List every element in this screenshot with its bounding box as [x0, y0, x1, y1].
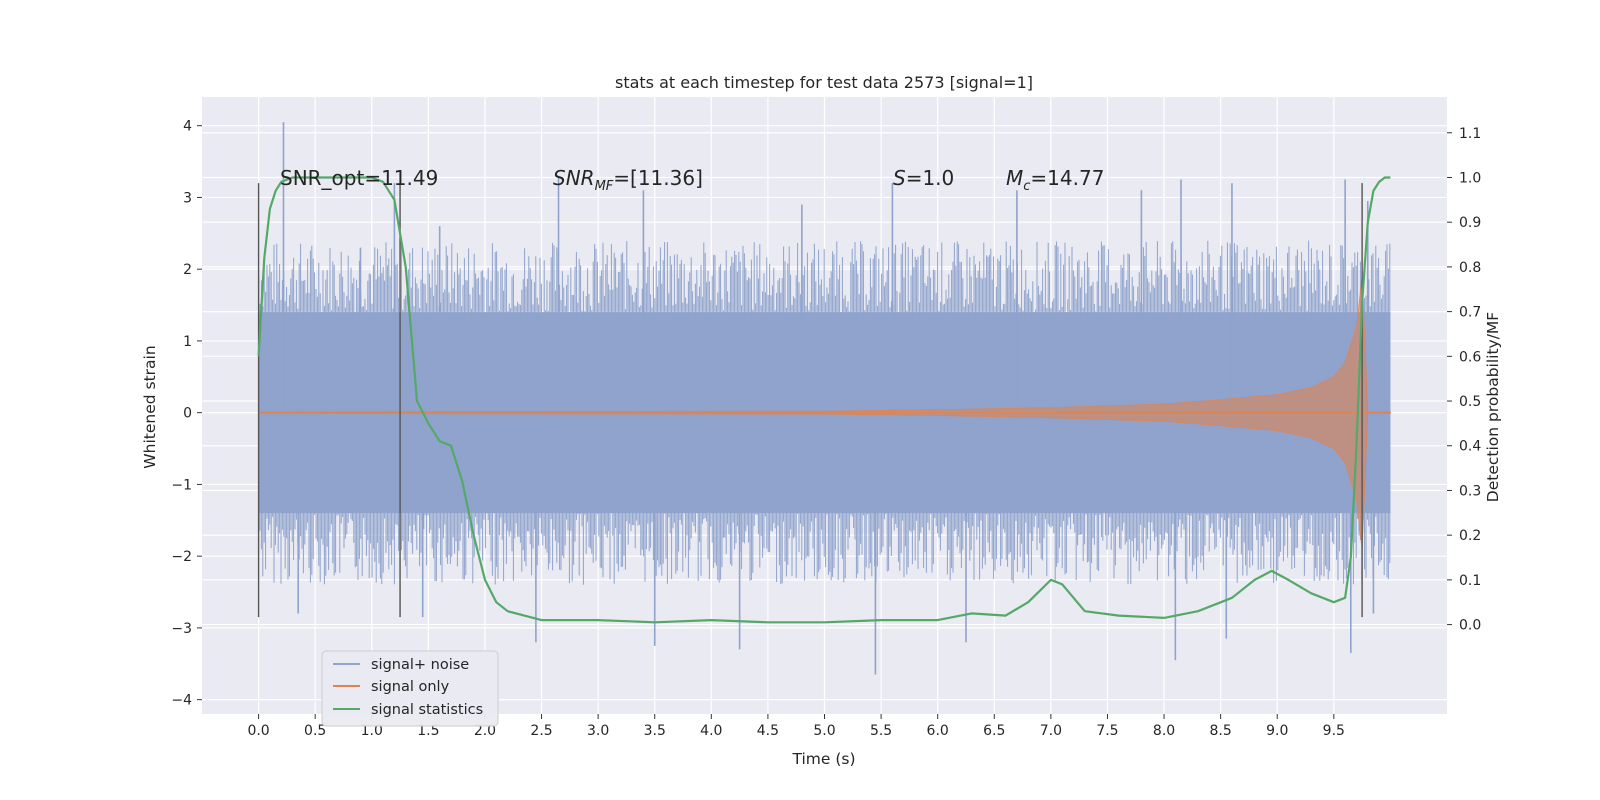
y-right-tick-label-3: 0.3: [1459, 483, 1481, 499]
statistics-line: [257, 176, 1391, 624]
x-tick-label-14: 7.0: [1040, 723, 1062, 739]
vertical-markers: [257, 183, 1363, 618]
snr-mf-base: SNR: [553, 166, 595, 190]
statistics-series: [257, 176, 1391, 624]
x-tick-label-3: 1.5: [417, 723, 439, 739]
axis-ticks: 0.0 0.5 1.0 1.5 2.0 2.5 3.0 3.5 4.0 4.5 5.0 5.5 6.0 6…: [171, 119, 1481, 739]
y-right-tick-label-9: 0.9: [1459, 215, 1481, 231]
y-right-tick-label-7: 0.7: [1459, 305, 1481, 321]
y-right-tick-label-5: 0.5: [1459, 394, 1481, 410]
y-right-tick-label-11: 1.1: [1459, 126, 1481, 142]
x-tick-label-1: 0.5: [304, 723, 326, 739]
y-right-tick-label-1: 0.1: [1459, 573, 1481, 589]
x-axis-label: Time (s): [791, 750, 855, 768]
y-tick-label-3: −1: [171, 477, 192, 493]
legend-entry-stat: signal statistics: [371, 702, 483, 718]
x-tick-label-5: 2.5: [530, 723, 552, 739]
chart-title: stats at each timestep for test data 257…: [615, 73, 1033, 92]
y-tick-label-5: 1: [183, 334, 192, 350]
x-tick-label-15: 7.5: [1096, 723, 1118, 739]
s-sym: S: [893, 166, 906, 190]
x-tick-label-18: 9.0: [1266, 723, 1288, 739]
annotation-s: S=1.0: [893, 166, 954, 190]
x-tick-label-4: 2.0: [474, 723, 496, 739]
mc-sub: c: [1023, 179, 1030, 194]
y-tick-label-1: −3: [171, 621, 192, 637]
x-tick-label-17: 8.5: [1210, 723, 1232, 739]
y-tick-label-8: 4: [183, 119, 192, 135]
s-rest: =1.0: [906, 166, 955, 190]
annotation-mc: Mc=14.77: [1006, 166, 1104, 194]
y-right-tick-label-10: 1.0: [1459, 170, 1481, 186]
x-tick-label-7: 3.5: [644, 723, 666, 739]
annotation-snr-mf: SNRMF=[11.36]: [553, 166, 703, 194]
legend-box: [321, 650, 499, 727]
y-tick-label-4: 0: [183, 406, 192, 422]
y-right-tick-label-4: 0.4: [1459, 439, 1481, 455]
snr-mf-sub: MF: [595, 179, 614, 194]
x-tick-label-13: 6.5: [983, 723, 1005, 739]
mc-base: M: [1006, 166, 1023, 190]
x-tick-label-19: 9.5: [1323, 723, 1345, 739]
x-tick-label-12: 6.0: [927, 723, 949, 739]
mc-rest: =14.77: [1030, 166, 1104, 190]
y-right-tick-label-0: 0.0: [1459, 618, 1481, 634]
signal-series: [258, 276, 1391, 550]
y-right-tick-label-2: 0.2: [1459, 528, 1481, 544]
legend-entry-noise: signal+ noise: [371, 657, 469, 673]
x-tick-label-10: 5.0: [813, 723, 835, 739]
y-right-tick-label-8: 0.8: [1459, 260, 1481, 276]
legend-entry-signal: signal only: [371, 679, 450, 695]
x-tick-label-2: 1.0: [361, 723, 383, 739]
legend: signal+ noise signal only signal statist…: [321, 650, 499, 727]
x-tick-label-6: 3.0: [587, 723, 609, 739]
y-axis-label: Whitened strain: [141, 345, 159, 468]
x-tick-label-0: 0.0: [247, 723, 269, 739]
y-tick-label-7: 3: [183, 190, 192, 206]
y-tick-label-6: 2: [183, 262, 192, 278]
x-tick-label-8: 4.0: [700, 723, 722, 739]
y-tick-label-0: −4: [171, 693, 192, 709]
x-tick-label-11: 5.5: [870, 723, 892, 739]
y-right-tick-label-6: 0.6: [1459, 349, 1481, 365]
annotation-snr-opt: SNR_opt=11.49: [280, 166, 438, 190]
y-tick-label-2: −2: [171, 549, 192, 565]
x-tick-label-16: 8.0: [1153, 723, 1175, 739]
snr-mf-rest: =[11.36]: [613, 166, 703, 190]
y-axis-right-label: Detection probability/MF: [1484, 312, 1502, 503]
x-tick-label-9: 4.5: [757, 723, 779, 739]
